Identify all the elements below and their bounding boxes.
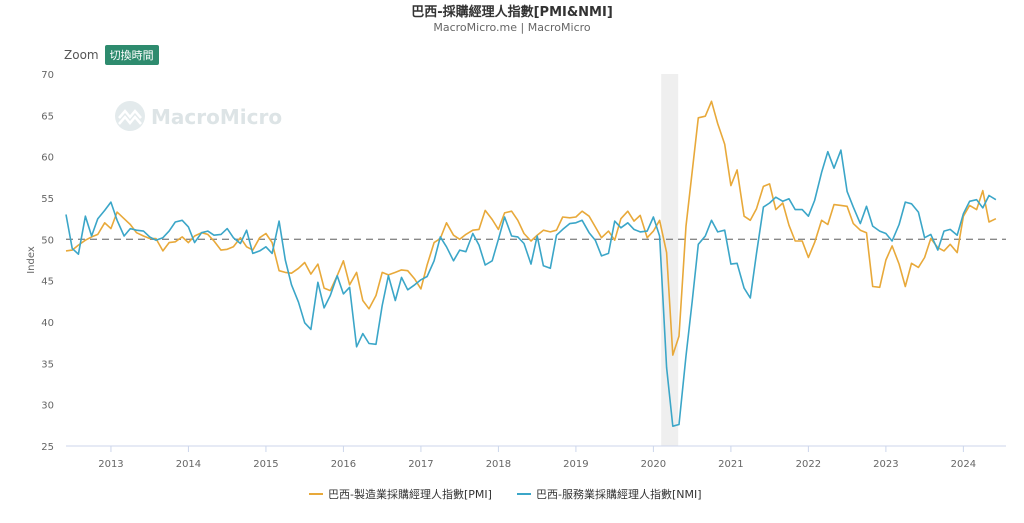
x-tick-label: 2016 <box>331 459 356 470</box>
y-tick-label: 50 <box>41 235 54 246</box>
y-tick-label: 40 <box>41 318 54 329</box>
x-tick-label: 2023 <box>873 459 898 470</box>
x-tick-label: 2021 <box>718 459 743 470</box>
x-tick-label: 2014 <box>176 459 201 470</box>
y-tick-label: 35 <box>41 359 54 370</box>
y-tick-label: 60 <box>41 153 54 164</box>
macromicro-logo-icon <box>115 101 145 131</box>
x-tick-label: 2015 <box>253 459 278 470</box>
x-tick-label: 2013 <box>98 459 123 470</box>
y-tick-label: 45 <box>41 277 54 288</box>
zoom-label: Zoom <box>64 48 99 62</box>
legend: 巴西-製造業採購經理人指數[PMI] 巴西-服務業採購經理人指數[NMI] <box>309 487 702 501</box>
y-tick-label: 55 <box>41 194 54 205</box>
watermark: MacroMicro <box>115 101 282 131</box>
x-tick-label: 2020 <box>641 459 666 470</box>
x-tick-label: 2022 <box>796 459 821 470</box>
legend-pmi-label[interactable]: 巴西-製造業採購經理人指數[PMI] <box>328 487 492 501</box>
x-tick-label: 2024 <box>951 459 976 470</box>
x-tick-label: 2017 <box>408 459 433 470</box>
series-line-nmi <box>65 149 997 427</box>
legend-nmi-label[interactable]: 巴西-服務業採購經理人指數[NMI] <box>536 487 702 501</box>
x-tick-label: 2018 <box>486 459 511 470</box>
zoom-control: Zoom 切換時間 <box>64 45 159 65</box>
y-tick-label: 65 <box>41 111 54 122</box>
y-tick-label: 30 <box>41 401 54 412</box>
chart-subtitle: MacroMicro.me | MacroMicro <box>433 21 591 34</box>
series-line-pmi <box>65 100 997 356</box>
y-tick-label: 25 <box>41 442 54 453</box>
y-axis-label: Index <box>26 246 37 274</box>
y-tick-label: 70 <box>41 70 54 81</box>
x-tick-label: 2019 <box>563 459 588 470</box>
toggle-time-button[interactable]: 切換時間 <box>104 45 159 65</box>
chart-title: 巴西-採購經理人指數[PMI&NMI] <box>411 5 613 20</box>
watermark-text: MacroMicro <box>151 105 282 129</box>
